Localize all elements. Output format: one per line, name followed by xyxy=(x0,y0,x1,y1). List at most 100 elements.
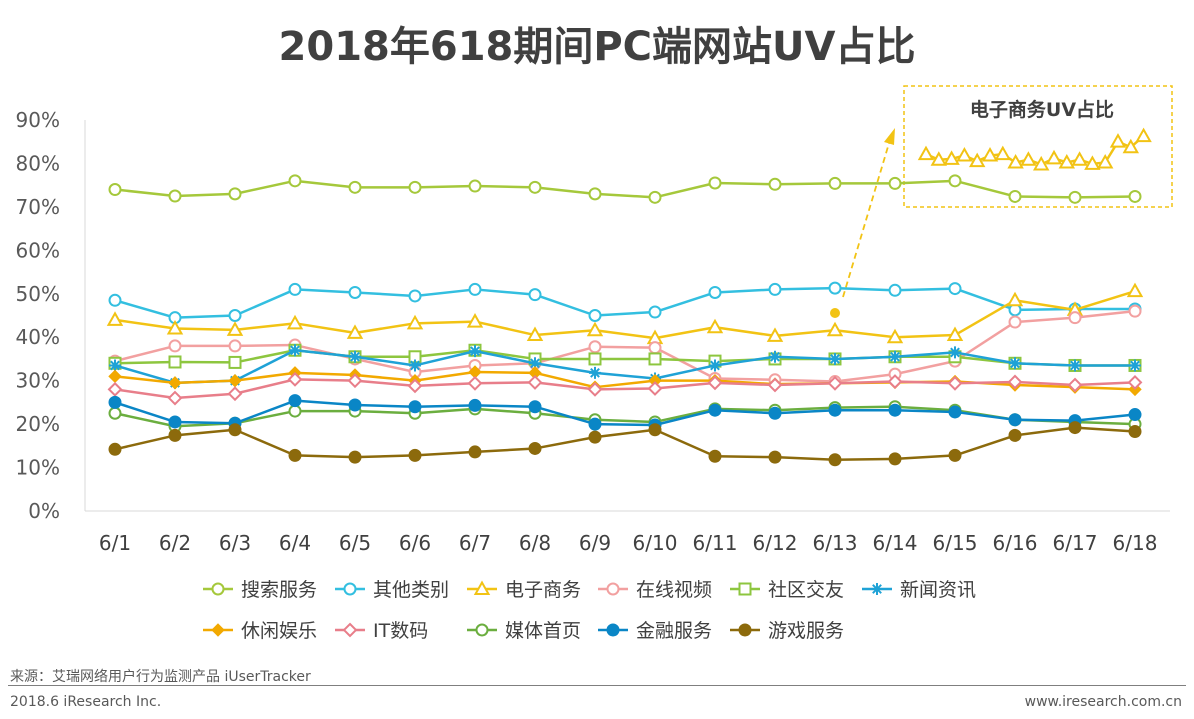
data-point xyxy=(288,404,302,418)
x-tick-label: 6/15 xyxy=(933,531,978,555)
inset-point xyxy=(1135,127,1152,143)
data-point xyxy=(228,187,242,201)
data-point xyxy=(1069,359,1081,372)
data-point xyxy=(707,375,723,391)
series-IT数码 xyxy=(107,371,1143,406)
y-tick-label: 60% xyxy=(16,238,60,262)
legend-item: 其他类别 xyxy=(335,579,449,601)
data-point xyxy=(708,449,722,463)
inset-point xyxy=(1122,138,1140,154)
inset-point xyxy=(1058,153,1076,169)
data-point xyxy=(286,314,304,330)
data-point xyxy=(1008,189,1022,203)
data-point xyxy=(888,452,902,466)
data-point xyxy=(828,453,842,467)
data-point xyxy=(348,285,362,299)
legend-item: 金融服务 xyxy=(598,620,712,642)
x-tick-label: 6/7 xyxy=(459,531,491,555)
data-point xyxy=(589,366,601,379)
series-line xyxy=(114,378,1136,400)
data-point xyxy=(946,326,964,342)
legend-item: 搜索服务 xyxy=(203,579,317,601)
data-point xyxy=(888,176,902,190)
data-point xyxy=(1008,315,1022,329)
series-休闲娱乐 xyxy=(108,365,1142,397)
data-point xyxy=(228,339,242,353)
inset-point xyxy=(930,151,948,166)
callout-arrow-head xyxy=(884,128,895,145)
y-tick-label: 50% xyxy=(16,282,60,306)
inset-title: 电子商务UV占比 xyxy=(970,98,1114,121)
data-point xyxy=(588,417,602,431)
data-point xyxy=(588,309,602,322)
data-point xyxy=(109,359,121,372)
data-point xyxy=(768,177,782,191)
legend-marker xyxy=(342,622,358,638)
data-point xyxy=(467,375,483,391)
data-point xyxy=(228,423,242,437)
data-point xyxy=(827,375,843,391)
y-tick-label: 0% xyxy=(28,499,60,523)
data-point xyxy=(288,282,302,296)
data-point xyxy=(528,288,542,302)
data-point xyxy=(1068,311,1082,325)
x-tick-label: 6/6 xyxy=(399,531,431,555)
x-tick-label: 6/1 xyxy=(99,531,131,555)
data-point xyxy=(407,378,423,394)
data-point xyxy=(528,441,542,455)
data-point xyxy=(767,377,783,393)
data-point xyxy=(1126,282,1144,298)
legend-marker xyxy=(871,583,883,595)
callout-dot xyxy=(830,308,840,318)
data-point xyxy=(289,344,301,357)
series-line xyxy=(114,179,1136,199)
data-point xyxy=(468,445,482,459)
data-point xyxy=(108,369,122,384)
data-point xyxy=(587,381,603,397)
series-搜索服务 xyxy=(108,174,1142,204)
data-point xyxy=(466,313,484,328)
data-point xyxy=(769,350,781,363)
data-point xyxy=(468,282,482,296)
data-point xyxy=(1006,291,1024,307)
data-point xyxy=(468,398,482,412)
series-游戏服务 xyxy=(108,421,1142,467)
x-tick-label: 6/4 xyxy=(279,531,311,555)
chart-title: 2018年618期间PC端网站UV占比 xyxy=(278,24,916,70)
legend-marker xyxy=(211,623,225,637)
x-tick-label: 6/16 xyxy=(993,531,1038,555)
series-line xyxy=(114,349,1135,385)
inset-point xyxy=(1045,149,1063,165)
data-point xyxy=(948,448,962,462)
legend-item: 媒体首页 xyxy=(467,620,581,642)
data-point xyxy=(828,281,842,295)
source-note: 来源：艾瑞网络用户行为监测产品 iUserTracker xyxy=(10,669,311,685)
data-point xyxy=(108,183,122,197)
y-tick-label: 90% xyxy=(16,108,60,132)
data-point xyxy=(886,328,904,344)
data-point xyxy=(828,176,842,190)
data-point xyxy=(708,176,722,190)
x-tick-label: 6/14 xyxy=(873,531,918,555)
data-point xyxy=(167,390,183,406)
inset-point xyxy=(943,150,960,165)
x-tick-label: 6/17 xyxy=(1053,531,1098,555)
data-point xyxy=(1068,190,1082,204)
data-point xyxy=(829,352,841,365)
data-point xyxy=(768,450,782,464)
ecommerce-inset: 电子商务UV占比 xyxy=(830,85,1173,318)
x-tick-label: 6/8 xyxy=(519,531,551,555)
data-point xyxy=(168,428,182,442)
callout-arrow-line xyxy=(842,139,891,298)
series-line xyxy=(114,426,1136,461)
x-tick-label: 6/10 xyxy=(633,531,678,555)
data-point xyxy=(406,314,424,330)
series-line xyxy=(114,349,1135,367)
data-point xyxy=(409,359,421,372)
legend-marker xyxy=(606,623,620,637)
x-tick-label: 6/11 xyxy=(693,531,738,555)
data-point xyxy=(408,400,422,414)
data-point xyxy=(586,321,604,337)
